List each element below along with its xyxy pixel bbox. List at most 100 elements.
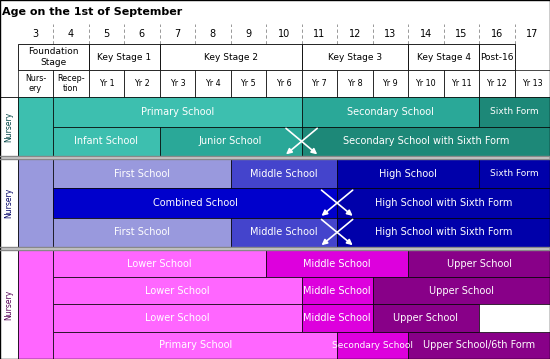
- Bar: [53, 277, 301, 304]
- Text: Upper School: Upper School: [393, 313, 458, 323]
- Bar: [408, 250, 550, 277]
- Text: Yr 4: Yr 4: [205, 79, 221, 88]
- Text: High School: High School: [379, 169, 437, 179]
- Bar: [337, 188, 550, 218]
- Text: Age on the 1st of September: Age on the 1st of September: [2, 7, 182, 17]
- Text: 16: 16: [491, 29, 503, 39]
- Text: Middle School: Middle School: [303, 313, 371, 323]
- Bar: [337, 332, 408, 359]
- Bar: [230, 218, 337, 247]
- Text: 6: 6: [139, 29, 145, 39]
- Text: 10: 10: [278, 29, 290, 39]
- Bar: [301, 97, 479, 127]
- Bar: [18, 70, 53, 97]
- Text: 9: 9: [245, 29, 251, 39]
- Bar: [408, 44, 479, 70]
- Bar: [53, 304, 301, 332]
- Text: Secondary School: Secondary School: [332, 341, 413, 350]
- Text: Middle School: Middle School: [250, 169, 318, 179]
- Text: Key Stage 3: Key Stage 3: [328, 52, 382, 62]
- Text: Yr 7: Yr 7: [311, 79, 327, 88]
- Bar: [124, 70, 160, 97]
- Bar: [372, 277, 550, 304]
- Bar: [301, 44, 408, 70]
- Bar: [53, 70, 89, 97]
- Bar: [266, 70, 301, 97]
- Bar: [18, 44, 89, 70]
- Bar: [18, 159, 53, 247]
- Bar: [89, 44, 160, 70]
- Text: Middle School: Middle School: [250, 227, 318, 237]
- Text: 15: 15: [455, 29, 468, 39]
- Bar: [301, 127, 550, 156]
- Bar: [372, 70, 408, 97]
- Text: Key Stage 4: Key Stage 4: [416, 52, 471, 62]
- Text: Junior School: Junior School: [199, 136, 262, 146]
- Text: Yr 1: Yr 1: [98, 79, 114, 88]
- Bar: [230, 159, 337, 188]
- Text: Yr 13: Yr 13: [522, 79, 542, 88]
- Bar: [0, 156, 550, 159]
- Bar: [53, 97, 301, 127]
- Text: Upper School: Upper School: [429, 286, 494, 296]
- Text: Yr 6: Yr 6: [276, 79, 292, 88]
- Bar: [301, 277, 372, 304]
- Text: Sixth Form: Sixth Form: [490, 107, 539, 116]
- Bar: [0, 250, 18, 359]
- Text: Middle School: Middle School: [303, 258, 371, 269]
- Bar: [266, 250, 408, 277]
- Text: Recep-
tion: Recep- tion: [57, 74, 85, 93]
- Text: First School: First School: [114, 227, 170, 237]
- Bar: [301, 70, 337, 97]
- Bar: [53, 218, 230, 247]
- Bar: [18, 250, 53, 359]
- Text: Foundation
Stage: Foundation Stage: [28, 47, 79, 67]
- Bar: [160, 44, 301, 70]
- Text: Primary School: Primary School: [158, 340, 232, 350]
- Text: 17: 17: [526, 29, 538, 39]
- Text: Key Stage 1: Key Stage 1: [97, 52, 151, 62]
- Text: Lower School: Lower School: [128, 258, 192, 269]
- Text: Combined School: Combined School: [153, 198, 238, 208]
- Bar: [53, 250, 266, 277]
- Bar: [0, 97, 18, 156]
- Text: 14: 14: [420, 29, 432, 39]
- Text: First School: First School: [114, 169, 170, 179]
- Bar: [53, 127, 160, 156]
- Text: 3: 3: [32, 29, 38, 39]
- Bar: [514, 70, 550, 97]
- Text: Yr 10: Yr 10: [415, 79, 436, 88]
- Text: Primary School: Primary School: [141, 107, 214, 117]
- Text: High School with Sixth Form: High School with Sixth Form: [375, 198, 512, 208]
- Bar: [337, 159, 479, 188]
- Bar: [301, 304, 372, 332]
- Text: Yr 3: Yr 3: [169, 79, 185, 88]
- Text: Nursery: Nursery: [4, 188, 13, 218]
- Bar: [479, 159, 550, 188]
- Text: Key Stage 2: Key Stage 2: [204, 52, 257, 62]
- Bar: [443, 70, 479, 97]
- Text: Infant School: Infant School: [74, 136, 139, 146]
- Text: Upper School: Upper School: [447, 258, 512, 269]
- Bar: [479, 44, 514, 70]
- Text: Yr 2: Yr 2: [134, 79, 150, 88]
- Text: Yr 9: Yr 9: [382, 79, 398, 88]
- Text: Yr 8: Yr 8: [347, 79, 362, 88]
- Bar: [408, 332, 550, 359]
- Bar: [53, 332, 337, 359]
- Text: Lower School: Lower School: [145, 313, 210, 323]
- Bar: [337, 218, 550, 247]
- Text: 5: 5: [103, 29, 109, 39]
- Bar: [53, 159, 230, 188]
- Text: 12: 12: [349, 29, 361, 39]
- Bar: [195, 70, 230, 97]
- Text: 8: 8: [210, 29, 216, 39]
- Bar: [479, 70, 514, 97]
- Text: Sixth Form: Sixth Form: [490, 169, 539, 178]
- Bar: [160, 127, 301, 156]
- Text: Nursery: Nursery: [4, 111, 13, 142]
- Text: Upper School/6th Form: Upper School/6th Form: [423, 340, 535, 350]
- Text: Yr 12: Yr 12: [486, 79, 507, 88]
- Text: Yr 11: Yr 11: [451, 79, 471, 88]
- Text: Middle School: Middle School: [303, 286, 371, 296]
